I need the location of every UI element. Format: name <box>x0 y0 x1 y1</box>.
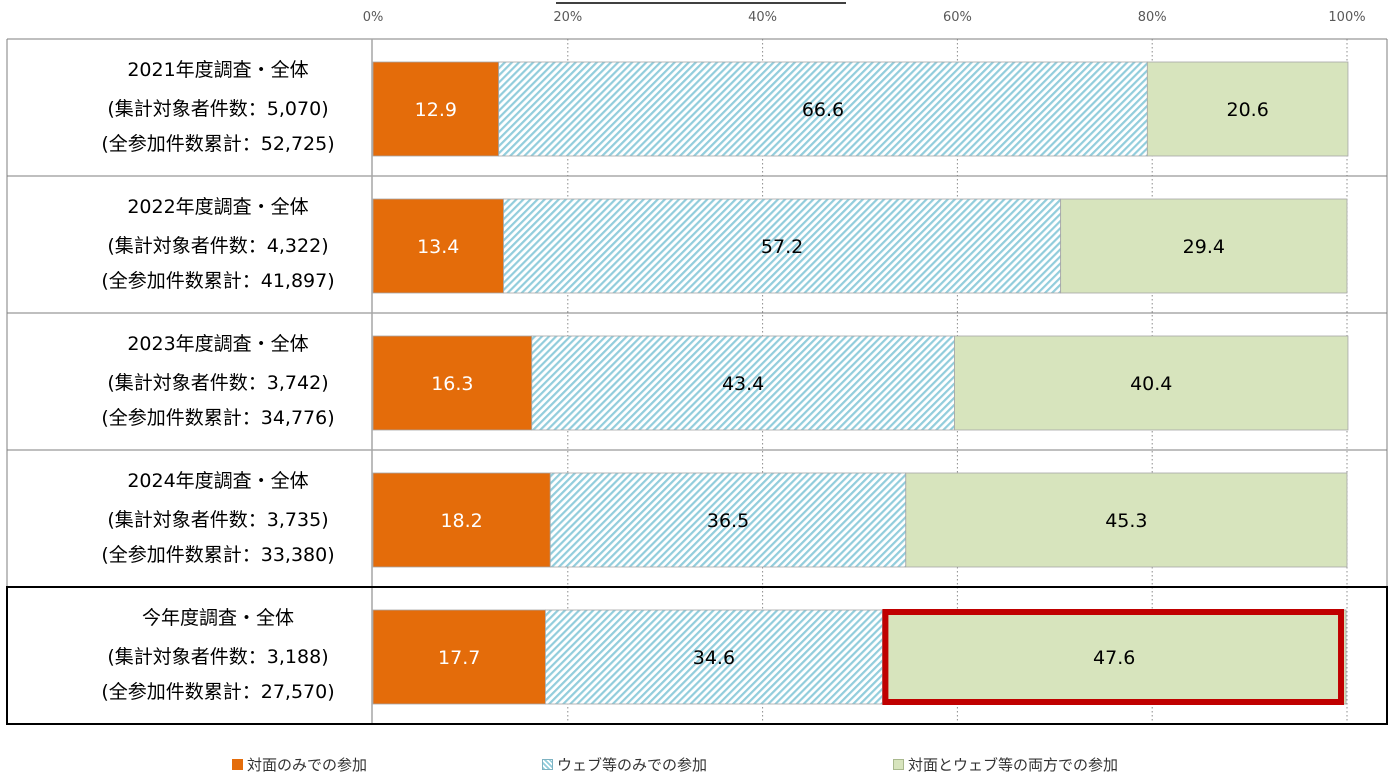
data-label: 66.6 <box>802 99 844 121</box>
stacked-bar-chart: 0% 20% 40% 60% 80% 100% 2021年度調査・全体 (集計対象者件数：5,… <box>6 2 1388 725</box>
data-label: 57.2 <box>761 236 803 258</box>
category-label-line: (全参加件数累計：33,380) <box>101 544 334 566</box>
current-year-row-frame <box>6 586 1388 725</box>
data-label: 45.3 <box>1105 510 1147 532</box>
legend: 対面のみでの参加 ウェブ等のみでの参加 対面とウェブ等の両方での参加 <box>0 752 1394 776</box>
category-label-line: 今年度調査・全体 <box>142 607 294 629</box>
x-tick-label: 100% <box>1328 10 1365 25</box>
category-label-line: (全参加件数累計：41,897) <box>101 270 334 292</box>
bar-segment <box>503 198 1062 294</box>
highlight-frame <box>882 609 1345 705</box>
legend-item-web-only: ウェブ等のみでの参加 <box>542 754 707 775</box>
x-tick-label: 20% <box>553 10 582 25</box>
bar-segment <box>544 609 883 705</box>
bar-segment <box>549 472 907 568</box>
data-label: 43.4 <box>722 373 764 395</box>
legend-item-both: 対面とウェブ等の両方での参加 <box>893 754 1118 775</box>
x-tick-label: 60% <box>943 10 972 25</box>
data-label: 40.4 <box>1130 373 1172 395</box>
bar-segment <box>1146 61 1349 157</box>
legend-label: 対面とウェブ等の両方での参加 <box>908 756 1119 774</box>
bar-segment <box>905 472 1348 568</box>
category-label-line: 2023年度調査・全体 <box>127 333 308 355</box>
bar-segment <box>1060 198 1348 294</box>
data-label: 13.4 <box>417 236 459 258</box>
legend-swatch-green <box>893 759 904 770</box>
legend-label: 対面のみでの参加 <box>247 756 368 774</box>
legend-swatch-striped <box>542 759 553 770</box>
category-label-line: (全参加件数累計：27,570) <box>101 681 334 703</box>
legend-swatch-orange <box>232 759 243 770</box>
x-tick-label: 0% <box>363 10 384 25</box>
bar-segment <box>372 198 504 294</box>
data-label: 16.3 <box>431 373 473 395</box>
category-label-line: 2022年度調査・全体 <box>127 196 308 218</box>
category-label-line: (集計対象者件数：3,188) <box>107 646 328 668</box>
category-label-line: (集計対象者件数：3,742) <box>107 372 328 394</box>
category-label-line: (集計対象者件数：4,322) <box>107 235 328 257</box>
bar-segment <box>372 61 500 157</box>
legend-item-face-to-face: 対面のみでの参加 <box>232 754 367 775</box>
data-label: 20.6 <box>1226 99 1268 121</box>
category-label-line: (集計対象者件数：3,735) <box>107 509 328 531</box>
x-tick-label: 80% <box>1138 10 1167 25</box>
category-label-line: (集計対象者件数：5,070) <box>107 98 328 120</box>
bar-segment <box>372 472 551 568</box>
data-label: 47.6 <box>1093 647 1135 669</box>
category-label-line: (全参加件数累計：52,725) <box>101 133 334 155</box>
bar-segment <box>531 335 955 431</box>
category-label-line: 2024年度調査・全体 <box>127 470 308 492</box>
x-tick-label: 40% <box>748 10 777 25</box>
bar-segment <box>372 335 533 431</box>
category-label-line: (全参加件数累計：34,776) <box>101 407 334 429</box>
bar-segment <box>498 61 1148 157</box>
category-label-line: 2021年度調査・全体 <box>127 59 308 81</box>
legend-label: ウェブ等のみでの参加 <box>557 756 708 774</box>
data-label: 17.7 <box>438 647 480 669</box>
bar-segment <box>372 609 546 705</box>
bar-segment <box>954 335 1349 431</box>
data-label: 34.6 <box>693 647 735 669</box>
data-label: 18.2 <box>440 510 482 532</box>
data-label: 36.5 <box>707 510 749 532</box>
data-label: 12.9 <box>415 99 457 121</box>
data-label: 29.4 <box>1183 236 1225 258</box>
bar-segment <box>882 609 1347 705</box>
